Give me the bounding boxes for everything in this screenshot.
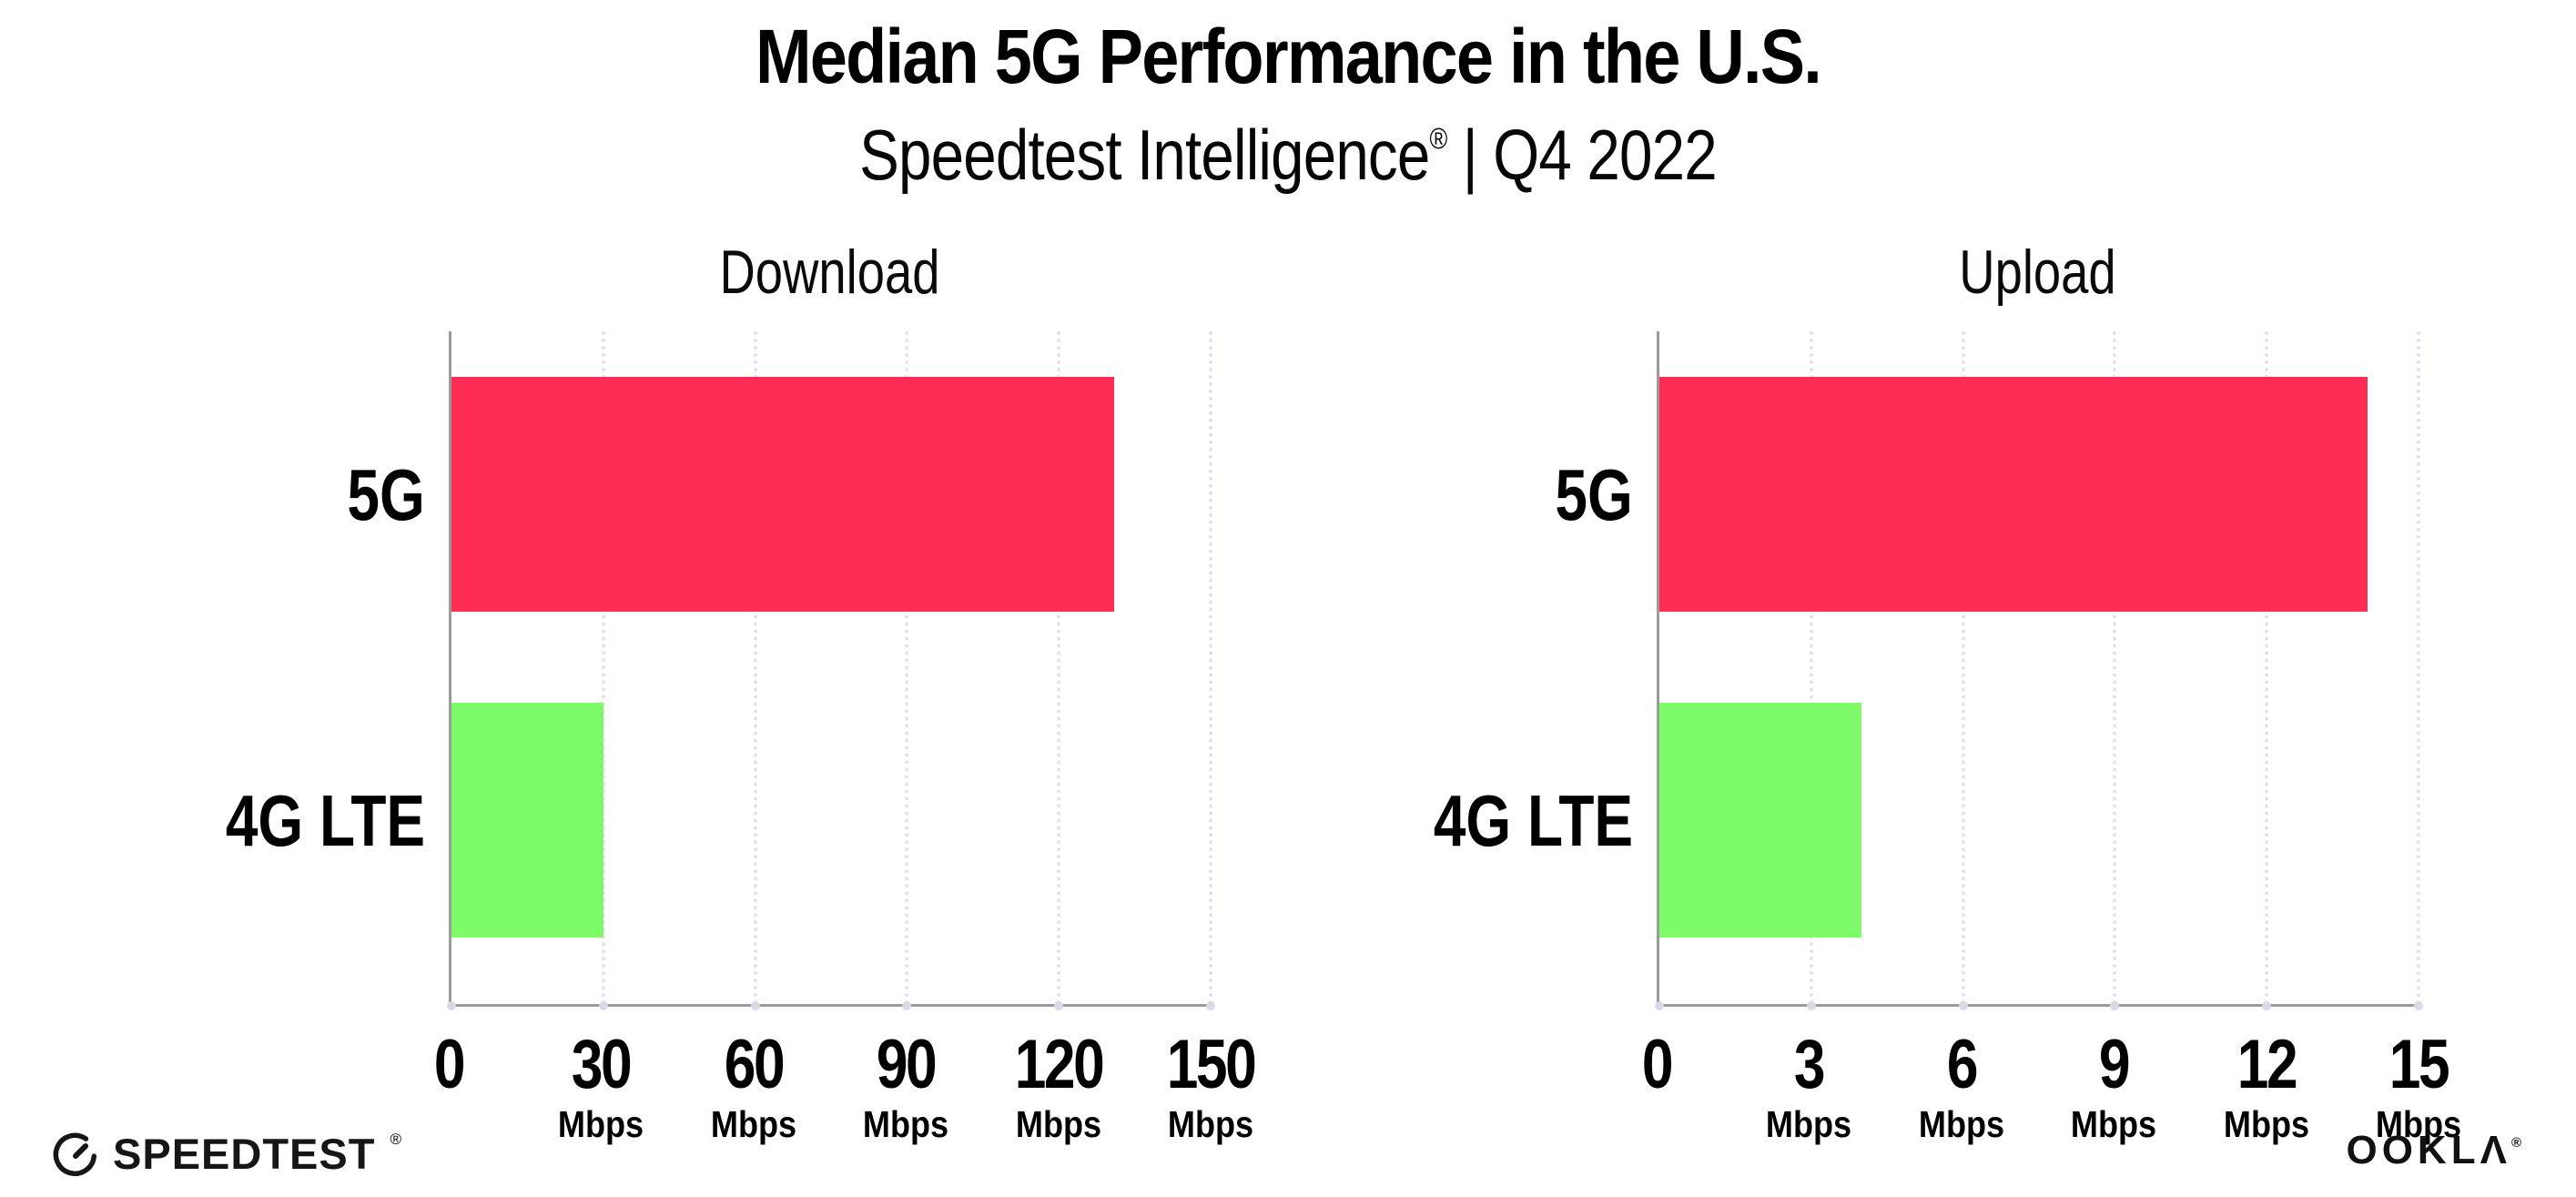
- speedtest-logo: SPEEDTEST ®: [51, 1129, 401, 1179]
- x-tick-number: 30: [572, 1026, 633, 1103]
- x-tick-label: 15 Mbps: [2369, 1030, 2467, 1146]
- axis-tick-dot: [2262, 1001, 2272, 1010]
- x-tick-unit: Mbps: [1766, 1103, 1852, 1145]
- page-title: Median 5G Performance in the U.S.: [755, 14, 1822, 99]
- x-tick-unit: Mbps: [558, 1103, 644, 1145]
- x-tick-number: 60: [724, 1026, 786, 1103]
- axis-tick-dot: [902, 1001, 912, 1010]
- gridline: [905, 331, 909, 1005]
- bar-5g-upload: [1659, 377, 2368, 612]
- axis-tick-dot: [598, 1001, 608, 1010]
- axis-tick-dot: [1806, 1001, 1816, 1010]
- ookla-wordmark: OOKLΛ: [2346, 1128, 2511, 1172]
- axis-tick-dot: [2414, 1001, 2423, 1010]
- chart-upload: Upload 5G 4G LTE 0 3 Mbps 6 Mbps 9 Mbps 12 Mbps 1…: [1365, 237, 2461, 1166]
- x-tick-label: 9 Mbps: [2065, 1030, 2163, 1146]
- gridline: [1961, 331, 1965, 1005]
- gridline: [601, 331, 605, 1005]
- y-axis-label-5g: 5G: [347, 454, 425, 535]
- y-axis-label-4g-lte: 4G LTE: [1433, 780, 1633, 861]
- registered-mark: ®: [1429, 122, 1447, 155]
- x-tick-unit: Mbps: [1167, 1103, 1254, 1145]
- x-tick-label: 90 Mbps: [857, 1030, 955, 1146]
- x-tick-number: 12: [2236, 1026, 2297, 1103]
- plot-area-upload: [1655, 331, 2423, 1010]
- x-tick-label: 30 Mbps: [553, 1030, 650, 1146]
- x-tick-number: 0: [433, 1026, 466, 1103]
- gridline: [1057, 331, 1061, 1005]
- x-tick-label: 6 Mbps: [1912, 1030, 2010, 1146]
- bar-4g-lte-upload: [1659, 703, 1862, 938]
- x-tick-number: 150: [1166, 1026, 1257, 1103]
- chart-title-download: Download: [719, 238, 940, 307]
- x-tick-unit: Mbps: [710, 1103, 796, 1145]
- axis-tick-dot: [1655, 1001, 1664, 1010]
- gridline: [753, 331, 757, 1005]
- bar-4g-lte-download: [451, 703, 603, 938]
- page-subtitle: Speedtest Intelligence® | Q4 2022: [206, 114, 2369, 197]
- x-tick-label: 3 Mbps: [1760, 1030, 1858, 1146]
- chart-title-upload: Upload: [1959, 238, 2116, 307]
- x-tick-number: 6: [1946, 1026, 1979, 1103]
- y-axis-labels: 5G 4G LTE: [1365, 331, 1657, 1007]
- x-tick-unit: Mbps: [1015, 1103, 1101, 1145]
- speedtest-gauge-icon: [51, 1130, 100, 1179]
- gridline: [2417, 331, 2420, 1005]
- gridline: [1809, 331, 1813, 1005]
- x-axis-upload: 0 3 Mbps 6 Mbps 9 Mbps 12 Mbps 15 Mbps: [1642, 1007, 2461, 1166]
- x-tick-unit: Mbps: [2223, 1103, 2309, 1145]
- axis-tick-dot: [1958, 1001, 1968, 1010]
- ookla-logo: OOKLΛ®: [2346, 1128, 2521, 1173]
- x-tick-unit: Mbps: [1918, 1103, 2004, 1145]
- chart-download: Download 5G 4G LTE 0 30 Mbps 60 Mbps 90 Mbps 12…: [157, 237, 1257, 1166]
- page-header: Median 5G Performance in the U.S. Speedt…: [0, 0, 2576, 197]
- x-tick-number: 0: [1641, 1026, 1674, 1103]
- axis-tick-dot: [447, 1001, 456, 1010]
- axis-tick-dot: [750, 1001, 760, 1010]
- x-tick-number: 120: [1014, 1026, 1104, 1103]
- y-axis-labels: 5G 4G LTE: [157, 331, 449, 1007]
- x-tick-label: 150 Mbps: [1157, 1030, 1264, 1146]
- x-tick-label: 12 Mbps: [2217, 1030, 2315, 1146]
- y-axis-label-5g: 5G: [1555, 454, 1633, 535]
- speedtest-wordmark: SPEEDTEST: [113, 1130, 376, 1178]
- x-tick-number: 3: [1794, 1026, 1826, 1103]
- ookla-registered-mark: ®: [2510, 1135, 2521, 1151]
- x-axis-download: 0 30 Mbps 60 Mbps 90 Mbps 120 Mbps 150 Mbps: [434, 1007, 1257, 1166]
- y-axis-label-4g-lte: 4G LTE: [225, 780, 425, 861]
- bar-5g-download: [451, 377, 1115, 612]
- gridline: [2113, 331, 2117, 1005]
- axis-tick-dot: [1054, 1001, 1064, 1010]
- x-tick-label: 0: [1638, 1030, 1674, 1100]
- subtitle-brand: Speedtest Intelligence: [859, 115, 1430, 195]
- gridline: [1209, 331, 1212, 1005]
- gridline: [2265, 331, 2269, 1005]
- x-tick-label: 0: [431, 1030, 466, 1100]
- speedtest-registered-mark: ®: [390, 1130, 401, 1148]
- axis-tick-dot: [1206, 1001, 1215, 1010]
- x-tick-number: 15: [2388, 1026, 2450, 1103]
- x-tick-label: 60 Mbps: [705, 1030, 802, 1146]
- x-tick-number: 90: [876, 1026, 938, 1103]
- x-tick-label: 120 Mbps: [1005, 1030, 1112, 1146]
- x-tick-unit: Mbps: [863, 1103, 949, 1145]
- x-tick-unit: Mbps: [2375, 1103, 2462, 1145]
- subtitle-period: | Q4 2022: [1446, 115, 1718, 195]
- plot-area-download: [447, 331, 1215, 1010]
- x-tick-number: 9: [2099, 1026, 2131, 1103]
- axis-tick-dot: [2110, 1001, 2120, 1010]
- x-tick-unit: Mbps: [2071, 1103, 2157, 1145]
- charts-row: Download 5G 4G LTE 0 30 Mbps 60 Mbps 90 Mbps 12…: [0, 237, 2576, 1166]
